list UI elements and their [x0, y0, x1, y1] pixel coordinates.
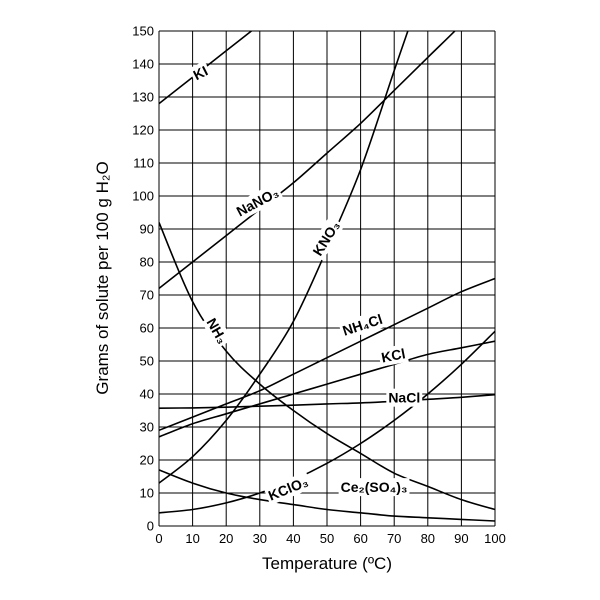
x-tick-label: 100: [484, 531, 506, 546]
y-tick-labels: 0 10 20 30 40 50 60 70 80 90 100 110 120 130 140 150: [132, 24, 154, 534]
curve-label-kcl: KCl: [380, 345, 407, 365]
x-tick-label: 20: [219, 531, 233, 546]
x-tick-label: 10: [185, 531, 199, 546]
curve-label-backing: [188, 60, 213, 85]
y-tick-label: 20: [140, 453, 154, 468]
x-tick-label: 0: [155, 531, 162, 546]
curve-label-backing: [338, 478, 410, 497]
y-tick-label: 50: [140, 354, 154, 369]
x-tick-label: 80: [421, 531, 435, 546]
x-tick-label: 50: [320, 531, 334, 546]
y-tick-label: 150: [132, 24, 154, 39]
x-tick-label: 60: [353, 531, 367, 546]
curve-label-backing: [338, 309, 387, 341]
y-tick-label: 80: [140, 255, 154, 270]
x-tick-label: 70: [387, 531, 401, 546]
x-tick-label: 30: [253, 531, 267, 546]
curve-label-backing: [201, 313, 233, 349]
x-tick-label: 90: [454, 531, 468, 546]
y-axis-title: Grams of solute per 100 g H₂O: [93, 161, 112, 394]
y-tick-label: 70: [140, 288, 154, 303]
curve-label-backing: [263, 471, 313, 506]
y-tick-label: 110: [133, 156, 154, 171]
curve-ce2-so4-3: [159, 469, 495, 522]
y-tick-label: 30: [140, 420, 154, 435]
curve-kclo3: [159, 330, 495, 514]
y-tick-label: 0: [147, 519, 154, 534]
curve-label-nacl: NaCl: [388, 390, 420, 406]
y-tick-label: 130: [132, 90, 154, 105]
y-tick-label: 10: [140, 486, 154, 501]
x-tick-labels: 0 10 20 30 40 50 60 70 80 90 100: [155, 531, 505, 546]
y-tick-label: 90: [140, 222, 154, 237]
curve-label-backing: [386, 388, 423, 407]
curve-label-backing: [231, 182, 284, 222]
curve-kcl: [159, 340, 495, 438]
curve-nano3: [159, 31, 456, 290]
y-tick-label: 40: [140, 387, 154, 402]
curve-label-backing: [307, 215, 345, 261]
x-axis-title: Temperature (ºC): [262, 554, 392, 573]
curve-nacl: [159, 393, 495, 409]
curve-label-ce2-so4-3: Ce₂(SO₄)₃: [341, 479, 408, 495]
y-tick-label: 120: [132, 123, 154, 138]
y-tick-label: 100: [132, 189, 154, 204]
y-tick-label: 140: [132, 57, 154, 72]
curve-ki: [159, 31, 253, 105]
curve-label-ki: KI: [191, 63, 211, 84]
curve-label-backing: [377, 343, 409, 367]
curve-kno3: [159, 31, 409, 484]
x-tick-label: 40: [286, 531, 300, 546]
y-tick-label: 60: [140, 321, 154, 336]
